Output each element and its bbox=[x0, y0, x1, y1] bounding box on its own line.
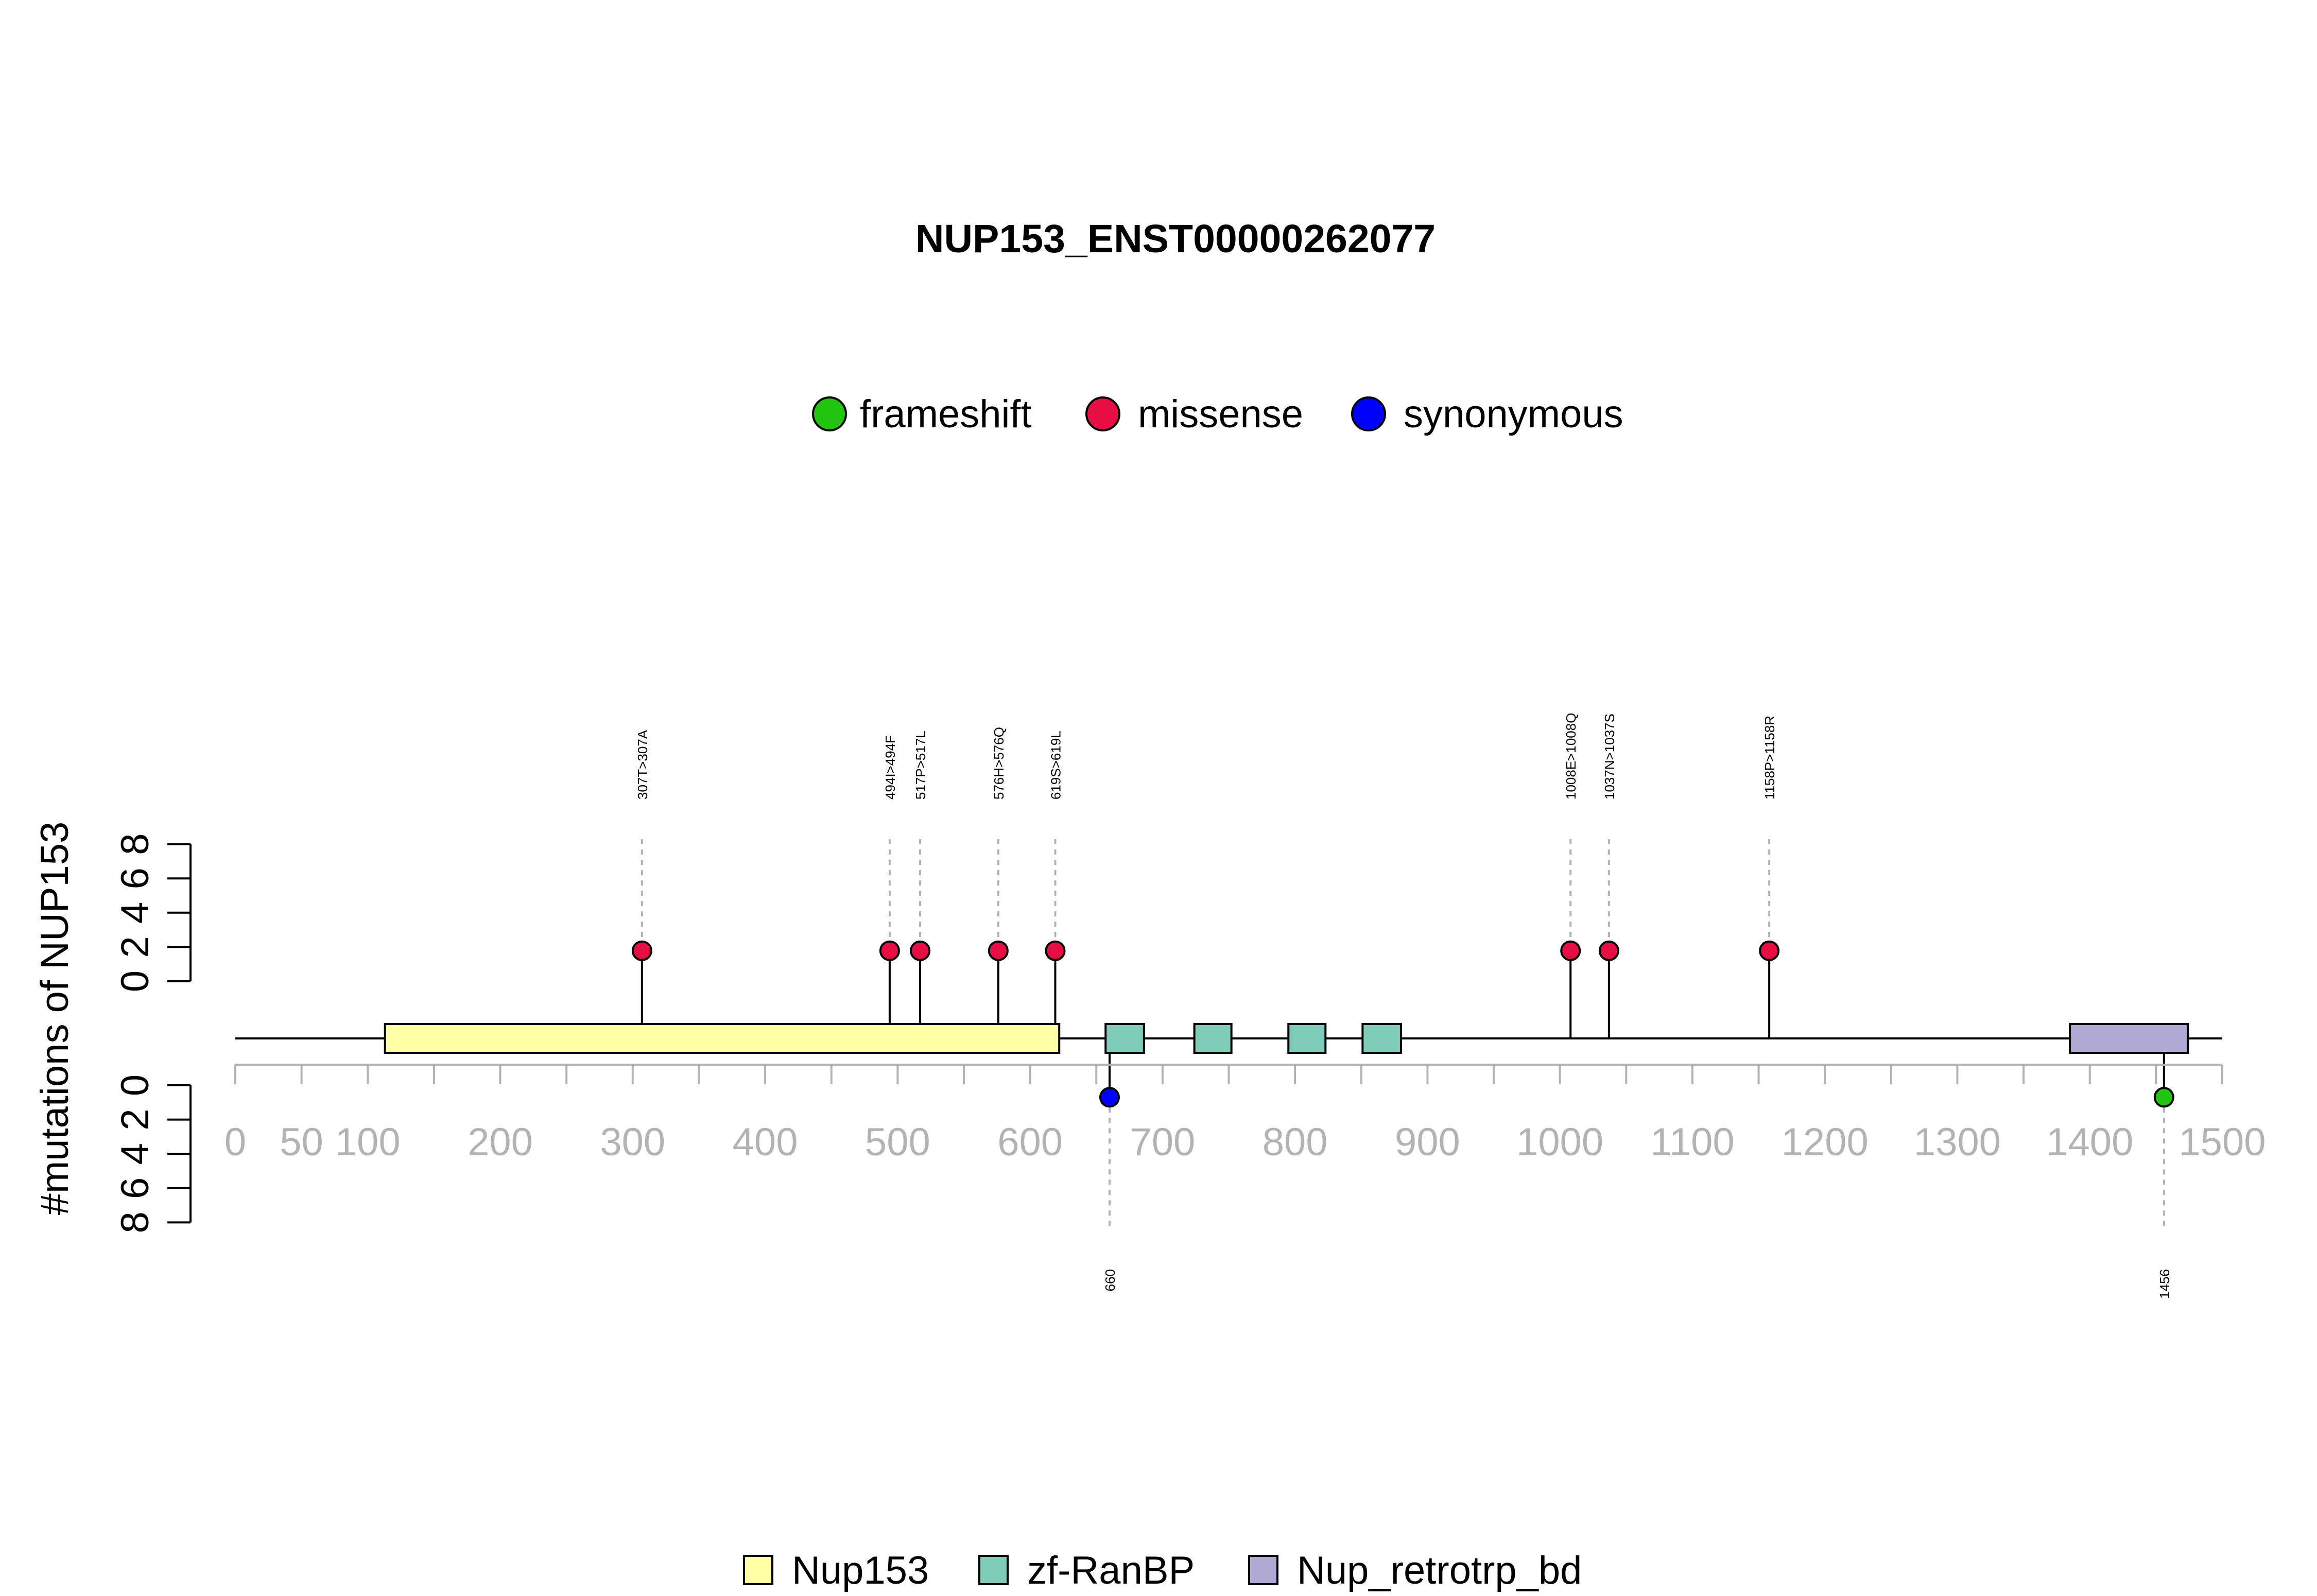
domain-Nup153-0 bbox=[384, 1023, 1061, 1054]
mutation-494-head bbox=[879, 940, 900, 961]
mutation-1037-label: 1037N>1037S bbox=[1602, 714, 1617, 800]
x-tick-label-1100: 1100 bbox=[1650, 1120, 1734, 1164]
mutation-1008-head bbox=[1560, 940, 1581, 961]
y-bottom-tick-label-8: 8 bbox=[113, 1211, 157, 1233]
x-tick-label-800: 800 bbox=[1263, 1120, 1328, 1164]
y-axis-label: #mutations of NUP153 bbox=[33, 822, 77, 1216]
y-top-tick-label-6: 6 bbox=[113, 868, 157, 889]
chart-title: NUP153_ENST00000262077 bbox=[915, 217, 1436, 261]
legend-frameshift-label: frameshift bbox=[860, 392, 1032, 436]
legend-synonymous-marker bbox=[1351, 396, 1386, 431]
x-tick-label-500: 500 bbox=[865, 1120, 930, 1164]
x-tick-label-400: 400 bbox=[733, 1120, 798, 1164]
legend-Nup153-label: Nup153 bbox=[792, 1549, 929, 1592]
y-bottom-tick-label-6: 6 bbox=[113, 1177, 157, 1199]
x-axis: 0 50 100 200 300 400 500 600 700 800 900 1000 1100 12… bbox=[224, 1064, 2266, 1164]
guide-lines bbox=[641, 839, 2165, 1230]
y-top-tick-label-8: 8 bbox=[113, 833, 157, 855]
x-tick-label-900: 900 bbox=[1395, 1120, 1460, 1164]
mutation-307-label: 307T>307A bbox=[635, 730, 650, 800]
mutation-307-head bbox=[631, 940, 652, 961]
y-top-tick-label-4: 4 bbox=[113, 902, 157, 924]
x-tick-label-100: 100 bbox=[335, 1120, 401, 1164]
y-axis-bottom: 0 2 4 6 8 bbox=[113, 1074, 192, 1234]
domain-legend: Nup153 zf-RanBP Nup_retrotrp_bd bbox=[743, 1549, 1582, 1592]
domain-zf-RanBP-1 bbox=[1104, 1023, 1145, 1054]
mutation-1158-label: 1158P>1158R bbox=[1762, 716, 1777, 800]
domain-zf-RanBP-3 bbox=[1287, 1023, 1327, 1054]
x-tick-label-1000: 1000 bbox=[1516, 1120, 1603, 1164]
domain-zf-RanBP-2 bbox=[1193, 1023, 1233, 1054]
mutation-labels: 307T>307A 494I>494F 517P>517L 576H>576Q 619S… bbox=[635, 713, 2172, 1299]
mutation-legend: frameshift missense synonymous bbox=[812, 392, 1623, 436]
mutation-1456-label: 1456 bbox=[2157, 1269, 2172, 1299]
x-tick-label-700: 700 bbox=[1130, 1120, 1195, 1164]
lollipop-heads bbox=[631, 940, 2174, 1108]
legend-Nup153-swatch bbox=[743, 1555, 773, 1585]
mutation-619-label: 619S>619L bbox=[1048, 731, 1063, 800]
mutation-660-label: 660 bbox=[1102, 1269, 1118, 1291]
y-bottom-tick-label-2: 2 bbox=[113, 1108, 157, 1130]
legend-Nup_retrotrp_bd-swatch bbox=[1248, 1555, 1278, 1585]
mutation-1456-head bbox=[2153, 1087, 2174, 1108]
y-bottom-tick-label-0: 0 bbox=[113, 1074, 157, 1096]
x-tick-label-1500: 1500 bbox=[2178, 1120, 2266, 1164]
x-tick-label-0: 0 bbox=[224, 1120, 246, 1164]
mutation-1037-head bbox=[1598, 940, 1619, 961]
legend-missense-marker bbox=[1085, 396, 1120, 431]
legend-Nup_retrotrp_bd-label: Nup_retrotrp_bd bbox=[1297, 1549, 1582, 1592]
mutation-576-head bbox=[988, 940, 1009, 961]
x-tick-label-1300: 1300 bbox=[1914, 1120, 2001, 1164]
x-tick-label-200: 200 bbox=[468, 1120, 533, 1164]
domain-Nup_retrotrp_bd-5 bbox=[2069, 1023, 2189, 1054]
y-top-tick-label-0: 0 bbox=[113, 970, 157, 992]
mutation-1158-head bbox=[1759, 940, 1780, 961]
mutation-619-head bbox=[1045, 940, 1066, 961]
y-axis-top: 0 2 4 6 8 bbox=[113, 833, 192, 992]
domain-zf-RanBP-4 bbox=[1361, 1023, 1402, 1054]
protein-domains bbox=[384, 1023, 2189, 1054]
x-tick-label-600: 600 bbox=[997, 1120, 1063, 1164]
legend-missense-label: missense bbox=[1138, 392, 1303, 436]
x-tick-label-300: 300 bbox=[600, 1120, 665, 1164]
y-top-tick-label-2: 2 bbox=[113, 936, 157, 958]
legend-zf-RanBP-label: zf-RanBP bbox=[1027, 1549, 1195, 1592]
legend-frameshift-marker bbox=[812, 396, 847, 431]
mutation-494-label: 494I>494F bbox=[883, 735, 898, 800]
x-tick-label-1200: 1200 bbox=[1782, 1120, 1869, 1164]
mutation-576-label: 576H>576Q bbox=[991, 727, 1007, 800]
x-tick-label-1400: 1400 bbox=[2046, 1120, 2133, 1164]
x-tick-label-50: 50 bbox=[280, 1120, 323, 1164]
legend-zf-RanBP-swatch bbox=[978, 1555, 1009, 1585]
mutation-517-label: 517P>517L bbox=[913, 731, 928, 800]
mutation-1008-label: 1008E>1008Q bbox=[1563, 713, 1579, 800]
mutation-660-head bbox=[1099, 1087, 1120, 1108]
legend-synonymous-label: synonymous bbox=[1404, 392, 1623, 436]
mutation-517-head bbox=[910, 940, 931, 961]
y-bottom-tick-label-4: 4 bbox=[113, 1143, 157, 1165]
